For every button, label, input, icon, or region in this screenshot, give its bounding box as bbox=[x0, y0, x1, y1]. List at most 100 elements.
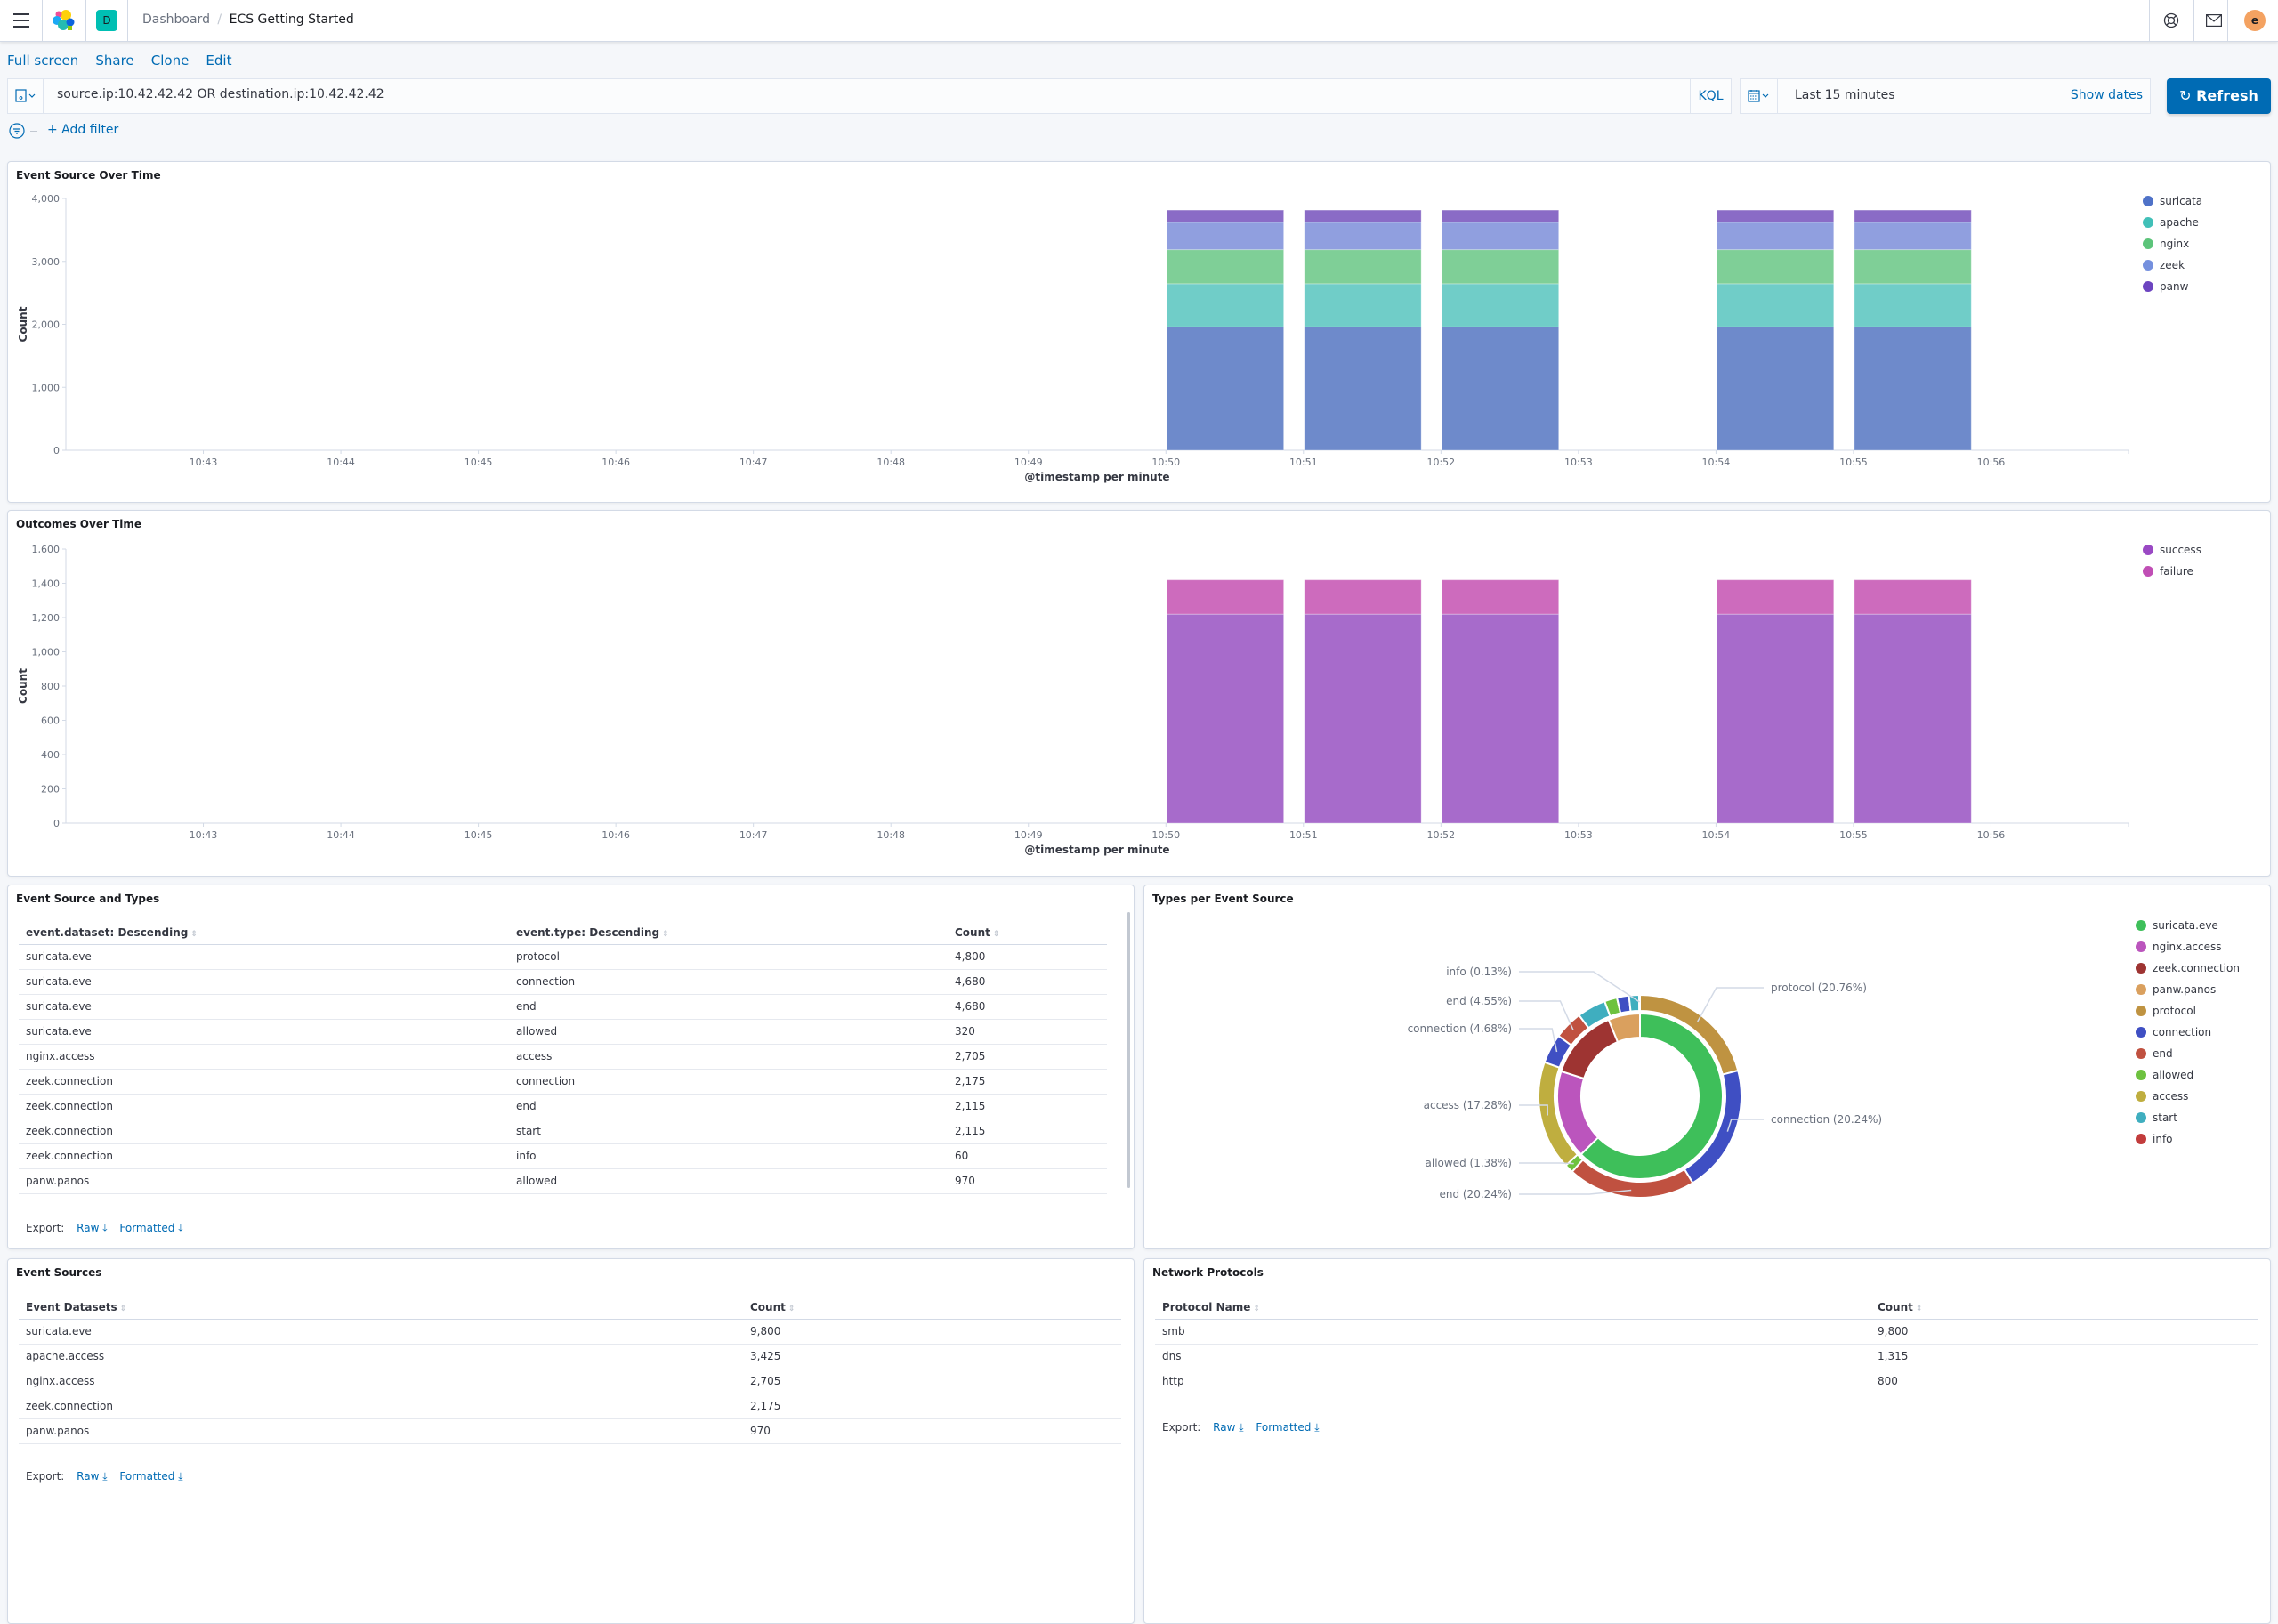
show-dates-link[interactable]: Show dates bbox=[2070, 88, 2143, 102]
legend-item-info: info bbox=[2153, 1133, 2173, 1145]
column-header-count[interactable]: Count ⇕ bbox=[948, 921, 1107, 945]
legend-item-nginx.access: nginx.access bbox=[2153, 941, 2222, 953]
table-cell: 2,175 bbox=[948, 1069, 1107, 1095]
y-tick-label: 3,000 bbox=[32, 256, 61, 268]
outcomes-chart: 0 200 400 600 800 1,000 1,200 1,400 1,600 10:43 10… bbox=[17, 544, 2201, 856]
column-header-dataset[interactable]: event.dataset: Descending ⇕ bbox=[19, 921, 509, 945]
event-sources-table: Event Datasets ⇕ Count ⇕ suricata.eve 9,800… bbox=[19, 1296, 1121, 1444]
bar-panw bbox=[1441, 209, 1560, 223]
inner-slice-panw.panos bbox=[1607, 1012, 1641, 1044]
legend-dot-start bbox=[2136, 1112, 2146, 1123]
bar-nginx bbox=[1166, 249, 1285, 285]
legend-dot-nginx.access bbox=[2136, 941, 2146, 952]
saved-query-button[interactable] bbox=[8, 79, 44, 113]
download-icon: ⤓ bbox=[178, 1470, 183, 1483]
column-header-protocol[interactable]: Protocol Name ⇕ bbox=[1155, 1296, 1870, 1320]
column-header-count[interactable]: Count ⇕ bbox=[743, 1296, 1121, 1320]
x-tick-label: 10:43 bbox=[190, 829, 218, 841]
download-icon: ⤓ bbox=[1239, 1421, 1244, 1434]
outer-slice-info bbox=[1638, 993, 1641, 1013]
table-row: panw.panos allowed 970 bbox=[19, 1168, 1107, 1194]
x-tick-label: 10:43 bbox=[190, 456, 218, 468]
x-tick-label: 10:55 bbox=[1839, 456, 1868, 468]
column-header-datasets[interactable]: Event Datasets ⇕ bbox=[19, 1296, 743, 1320]
share-link[interactable]: Share bbox=[95, 53, 134, 69]
download-icon: ⤓ bbox=[102, 1470, 108, 1483]
table-cell: dns bbox=[1155, 1344, 1870, 1369]
y-axis-title: Count bbox=[17, 668, 29, 704]
bar-apache bbox=[1304, 283, 1422, 327]
legend-dot-suricata.eve bbox=[2136, 920, 2146, 931]
table-cell: nginx.access bbox=[19, 1044, 509, 1070]
export-row: Export: Raw ⤓ Formatted ⤓ bbox=[1162, 1421, 1320, 1434]
breadcrumb-dashboard[interactable]: Dashboard bbox=[142, 12, 210, 27]
mail-icon[interactable] bbox=[2206, 14, 2222, 27]
types-donut-chart: protocol (20.76%) connection (20.24%) end … bbox=[1408, 919, 2240, 1200]
kibana-logo[interactable] bbox=[52, 9, 77, 32]
panel-title: Network Protocols bbox=[1152, 1266, 1264, 1279]
bar-suricata bbox=[1716, 326, 1835, 451]
space-avatar[interactable]: D bbox=[96, 10, 117, 31]
bar-failure bbox=[1854, 579, 1972, 615]
time-range-value[interactable]: Last 15 minutes bbox=[1795, 88, 1895, 102]
kql-toggle[interactable]: KQL bbox=[1690, 79, 1731, 113]
add-filter-link[interactable]: + Add filter bbox=[47, 123, 119, 137]
table-cell: connection bbox=[509, 1069, 948, 1095]
x-tick-label: 10:50 bbox=[1151, 456, 1180, 468]
table-row: smb 9,800 bbox=[1155, 1319, 2258, 1345]
legend-dot-suricata bbox=[2143, 196, 2153, 206]
bar-panw bbox=[1716, 209, 1835, 223]
x-tick-label: 10:48 bbox=[876, 829, 905, 841]
table-row: dns 1,315 bbox=[1155, 1344, 2258, 1369]
user-avatar[interactable]: e bbox=[2244, 10, 2266, 31]
table-row: suricata.eve protocol 4,800 bbox=[19, 944, 1107, 970]
legend-item-success: success bbox=[2160, 544, 2201, 556]
table-cell: end bbox=[509, 994, 948, 1020]
quick-menu-button[interactable] bbox=[1741, 79, 1778, 113]
table-cell: suricata.eve bbox=[19, 969, 509, 995]
bar-nginx bbox=[1304, 249, 1422, 285]
y-axis-title: Count bbox=[17, 306, 29, 342]
export-formatted-link[interactable]: Formatted ⤓ bbox=[119, 1470, 183, 1483]
export-raw-link[interactable]: Raw ⤓ bbox=[77, 1470, 108, 1483]
legend-item-allowed: allowed bbox=[2153, 1069, 2193, 1081]
x-tick-label: 10:55 bbox=[1839, 829, 1868, 841]
full-screen-link[interactable]: Full screen bbox=[7, 53, 79, 69]
bar-nginx bbox=[1854, 249, 1972, 285]
table-cell: 970 bbox=[948, 1168, 1107, 1194]
table-cell: panw.panos bbox=[19, 1168, 509, 1194]
column-header-type[interactable]: event.type: Descending ⇕ bbox=[509, 921, 948, 945]
table-cell: apache.access bbox=[19, 1344, 743, 1369]
label-leader-line bbox=[1519, 1104, 1548, 1116]
query-input[interactable] bbox=[57, 87, 1659, 101]
label-leader-line bbox=[1519, 1028, 1558, 1053]
legend-dot-nginx bbox=[2143, 238, 2153, 249]
lifebuoy-icon[interactable] bbox=[2163, 12, 2179, 28]
filter-icon[interactable] bbox=[9, 123, 25, 139]
clone-link[interactable]: Clone bbox=[150, 53, 190, 69]
hamburger-icon[interactable] bbox=[13, 13, 29, 28]
x-tick-label: 10:44 bbox=[327, 829, 355, 841]
label-leader-line bbox=[1697, 987, 1764, 1022]
bar-panw bbox=[1854, 209, 1972, 223]
panel-title: Event Source and Types bbox=[16, 893, 160, 905]
slice-label: protocol (20.76%) bbox=[1771, 982, 1867, 994]
panel-title: Event Source Over Time bbox=[16, 169, 161, 182]
sort-icon: ⇕ bbox=[119, 1304, 127, 1313]
export-formatted-link[interactable]: Formatted ⤓ bbox=[1256, 1421, 1320, 1434]
table-scrollbar[interactable] bbox=[1127, 912, 1130, 1188]
table-cell: 60 bbox=[948, 1143, 1107, 1169]
legend-item-panw: panw bbox=[2160, 280, 2189, 293]
table-row: apache.access 3,425 bbox=[19, 1344, 1121, 1369]
legend-dot-allowed bbox=[2136, 1070, 2146, 1080]
export-formatted-link[interactable]: Formatted ⤓ bbox=[119, 1222, 183, 1234]
network-protocols-table: Protocol Name ⇕ Count ⇕ smb 9,800 dns 1,315 ht… bbox=[1155, 1296, 2258, 1394]
bar-success bbox=[1854, 613, 1972, 824]
refresh-button[interactable]: ↻ Refresh bbox=[2167, 78, 2271, 114]
export-raw-link[interactable]: Raw ⤓ bbox=[77, 1222, 108, 1234]
edit-link[interactable]: Edit bbox=[206, 53, 232, 69]
column-header-count[interactable]: Count ⇕ bbox=[1870, 1296, 2258, 1320]
bar-panw bbox=[1304, 209, 1422, 223]
calendar-icon bbox=[1748, 90, 1769, 102]
export-raw-link[interactable]: Raw ⤓ bbox=[1213, 1421, 1244, 1434]
